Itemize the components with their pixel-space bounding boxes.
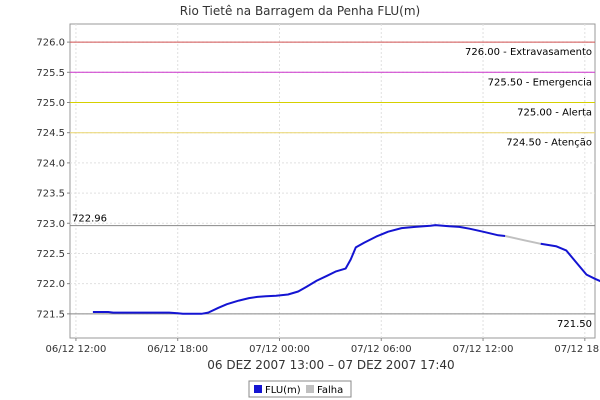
legend-swatch	[254, 385, 262, 393]
x-tick-label: 06/12 18:00	[147, 344, 208, 355]
y-tick-label: 722.5	[36, 249, 65, 260]
max-marker-label: 722.96	[72, 214, 107, 225]
x-tick-label: 07/12 00:00	[249, 344, 310, 355]
reference-line-label: 726.00 - Extravasamento	[465, 47, 592, 58]
y-tick-label: 722.0	[36, 279, 65, 290]
x-tick-label: 07/12 12:00	[453, 344, 514, 355]
legend-label: FLU(m)	[265, 385, 301, 396]
x-axis: 06/12 12:00 06/12 18:00 07/12 00:00 07/12 0…	[46, 338, 600, 355]
y-tick-label: 721.5	[36, 309, 65, 320]
y-tick-label: 725.0	[36, 98, 65, 109]
legend: FLU(m) Falha	[248, 380, 352, 398]
x-tick-label: 06/12 12:00	[46, 344, 107, 355]
y-tick-label: 723.0	[36, 219, 65, 230]
y-tick-label: 726.0	[36, 38, 65, 49]
y-tick-label: 725.5	[36, 68, 65, 79]
legend-box	[248, 380, 352, 398]
series-line-flu-m	[92, 224, 506, 315]
reference-line-label: 724.50 - Atenção	[506, 138, 592, 149]
chart-subtitle: 06 DEZ 2007 13:00 – 07 DEZ 2007 17:40	[207, 358, 454, 372]
reference-line-label: 725.50 - Emergencia	[488, 77, 592, 88]
series-lines	[92, 224, 600, 315]
reference-line-label: 725.00 - Alerta	[517, 108, 592, 119]
reference-lines: 726.00 - Extravasamento 725.50 - Emergenc…	[70, 41, 595, 330]
plot-area	[69, 23, 596, 339]
series-line-flu-m	[540, 242, 600, 283]
series-line-falha	[504, 235, 541, 245]
x-tick-label: 07/12 06:00	[351, 344, 412, 355]
legend-label: Falha	[317, 385, 343, 396]
legend-swatch	[306, 385, 314, 393]
y-axis: 721.5 722.0 722.5 723.0 723.5 724.0 724.5 725.0…	[36, 38, 70, 320]
y-tick-label: 724.5	[36, 128, 65, 139]
chart-title: Rio Tietê na Barragem da Penha FLU(m)	[180, 4, 420, 18]
y-tick-label: 723.5	[36, 189, 65, 200]
min-marker-label: 721.50	[557, 319, 592, 330]
y-tick-label: 724.0	[36, 158, 65, 169]
x-tick-label: 07/12 18:00	[554, 344, 600, 355]
